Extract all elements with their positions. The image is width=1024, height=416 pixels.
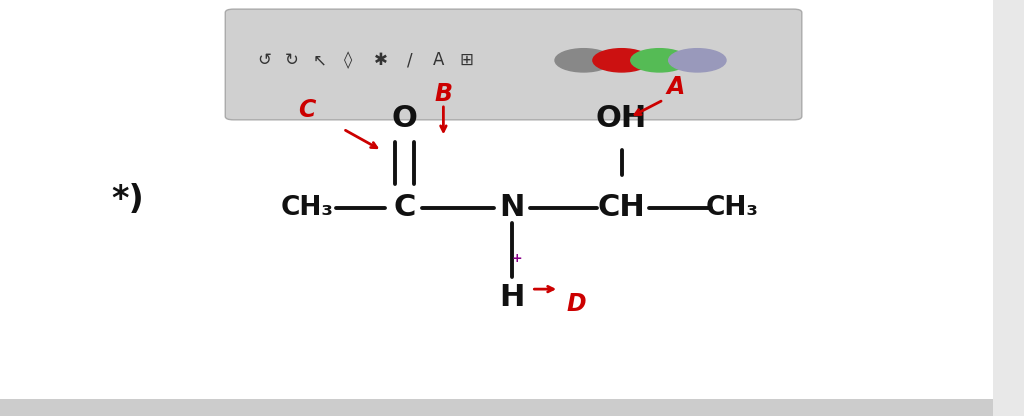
Text: /: /	[407, 51, 413, 69]
Text: ◊: ◊	[344, 51, 352, 69]
Circle shape	[631, 49, 688, 72]
Text: A: A	[667, 75, 685, 99]
Text: OH: OH	[596, 104, 647, 133]
Text: ⊞: ⊞	[459, 51, 473, 69]
FancyBboxPatch shape	[225, 9, 802, 120]
Text: ↺: ↺	[257, 51, 271, 69]
Text: ✱: ✱	[374, 51, 388, 69]
Text: H: H	[500, 283, 524, 312]
Text: C: C	[393, 193, 416, 223]
Text: ↻: ↻	[285, 51, 299, 69]
FancyBboxPatch shape	[0, 0, 993, 416]
Circle shape	[669, 49, 726, 72]
Text: CH: CH	[598, 193, 645, 223]
Text: CH₃: CH₃	[706, 195, 759, 221]
Text: *): *)	[112, 183, 144, 216]
Text: O: O	[391, 104, 418, 133]
Text: C: C	[299, 98, 315, 122]
Text: B: B	[434, 82, 453, 106]
Circle shape	[593, 49, 650, 72]
Text: CH₃: CH₃	[281, 195, 334, 221]
Text: ↖: ↖	[312, 51, 327, 69]
Text: A: A	[432, 51, 444, 69]
FancyBboxPatch shape	[0, 399, 993, 416]
Text: +: +	[512, 252, 522, 265]
Text: D: D	[566, 292, 587, 316]
Circle shape	[555, 49, 612, 72]
Text: N: N	[500, 193, 524, 223]
